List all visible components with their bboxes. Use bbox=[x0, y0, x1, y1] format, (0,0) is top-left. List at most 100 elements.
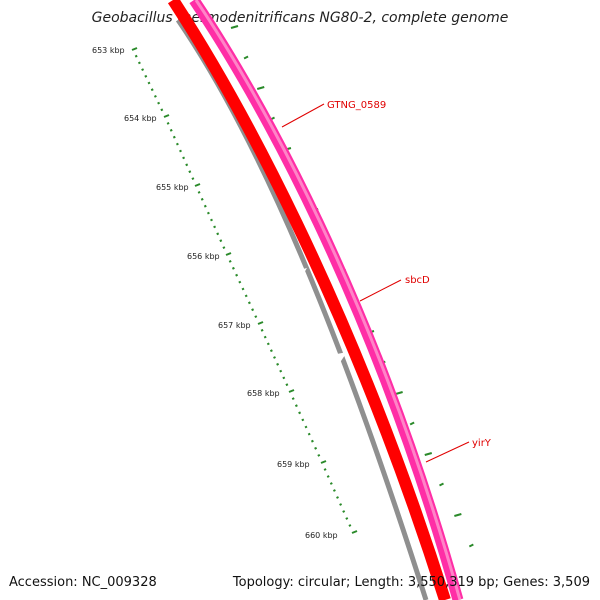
kbp-minor-tick bbox=[291, 397, 295, 400]
kbp-minor-tick bbox=[206, 211, 210, 215]
kbp-minor-tick bbox=[348, 524, 352, 527]
gene-red-track bbox=[167, 0, 451, 600]
kbp-minor-tick bbox=[307, 432, 311, 436]
kbp-minor-tick bbox=[244, 294, 248, 298]
kbp-minor-tick bbox=[247, 301, 251, 305]
outer-tick bbox=[409, 421, 415, 426]
kbp-minor-tick bbox=[188, 170, 192, 174]
kbp-minor-tick bbox=[141, 68, 145, 71]
kbp-minor-tick bbox=[342, 510, 346, 513]
kbp-minor-tick bbox=[231, 266, 235, 270]
kbp-major-tick bbox=[320, 460, 327, 464]
genome-backbone-line bbox=[175, 18, 429, 600]
kbp-minor-tick bbox=[172, 135, 176, 139]
outer-tick bbox=[230, 25, 239, 29]
kbp-minor-tick bbox=[301, 418, 305, 422]
kbp-label: 656 kbp bbox=[187, 252, 220, 261]
kbp-minor-tick bbox=[254, 315, 258, 318]
kbp-minor-tick bbox=[263, 335, 267, 339]
kbp-minor-tick bbox=[200, 197, 204, 201]
outer-tick bbox=[395, 391, 403, 395]
kbp-major-tick bbox=[257, 321, 264, 325]
kbp-minor-tick bbox=[336, 496, 339, 499]
kbp-minor-tick bbox=[137, 61, 141, 65]
kbp-label: 659 kbp bbox=[277, 460, 310, 469]
kbp-minor-tick bbox=[235, 273, 239, 277]
kbp-minor-tick bbox=[169, 128, 173, 132]
outer-tick bbox=[468, 543, 474, 548]
gene-label-yiry: yirY bbox=[472, 438, 492, 449]
outer-tick bbox=[256, 86, 265, 90]
kbp-minor-tick bbox=[276, 362, 280, 366]
kbp-major-tick bbox=[351, 530, 358, 534]
kbp-minor-tick bbox=[175, 142, 179, 146]
kbp-minor-tick bbox=[329, 482, 333, 485]
kbp-minor-tick bbox=[185, 163, 189, 167]
kbp-minor-tick bbox=[150, 88, 154, 92]
kbp-major-tick bbox=[163, 114, 170, 118]
kbp-minor-tick bbox=[213, 225, 217, 229]
kbp-minor-tick bbox=[241, 287, 245, 291]
kbp-minor-tick bbox=[160, 108, 164, 112]
kbp-minor-tick bbox=[310, 439, 314, 443]
kbp-minor-tick bbox=[326, 475, 330, 478]
kbp-minor-tick bbox=[266, 342, 270, 346]
kbp-label: 658 kbp bbox=[247, 389, 280, 398]
kbp-minor-tick bbox=[332, 489, 336, 492]
kbp-minor-tick bbox=[210, 218, 213, 222]
gene-label-line-gtng-0589 bbox=[281, 103, 325, 128]
kbp-label: 654 kbp bbox=[124, 114, 157, 123]
kbp-label: 653 kbp bbox=[92, 46, 125, 55]
kbp-major-tick bbox=[194, 183, 201, 187]
kbp-minor-tick bbox=[166, 122, 170, 125]
kbp-major-tick bbox=[225, 252, 232, 256]
gene-pink-track bbox=[189, 0, 464, 600]
kbp-minor-tick bbox=[285, 383, 289, 387]
kbp-minor-tick bbox=[298, 411, 302, 415]
kbp-minor-tick bbox=[323, 468, 327, 471]
kbp-minor-tick bbox=[153, 95, 157, 98]
kbp-minor-tick bbox=[179, 149, 182, 153]
kbp-minor-tick bbox=[282, 376, 286, 380]
gene-boundary-marker bbox=[332, 352, 347, 364]
genome-summary-text: Topology: circular; Length: 3,550,319 bp… bbox=[232, 575, 590, 590]
kbp-minor-tick bbox=[269, 349, 273, 353]
kbp-label: 657 kbp bbox=[218, 321, 251, 330]
kbp-minor-tick bbox=[294, 404, 298, 408]
accession-text: Accession: NC_009328 bbox=[9, 575, 157, 590]
kbp-minor-tick bbox=[197, 191, 201, 194]
kbp-minor-tick bbox=[203, 204, 207, 208]
kbp-minor-tick bbox=[144, 74, 148, 78]
kbp-minor-tick bbox=[345, 517, 349, 520]
kbp-minor-tick bbox=[157, 101, 161, 105]
kbp-minor-tick bbox=[134, 54, 138, 58]
kbp-label: 655 kbp bbox=[156, 183, 189, 192]
outer-tick bbox=[424, 452, 433, 456]
kbp-scale: 653 kbp 654 kbp 655 kbp 656 kbp 657 kbp 658 k… bbox=[92, 46, 358, 540]
kbp-minor-tick bbox=[147, 81, 151, 85]
kbp-major-tick bbox=[288, 389, 295, 393]
kbp-minor-tick bbox=[304, 425, 308, 429]
kbp-minor-tick bbox=[260, 328, 264, 332]
kbp-minor-tick bbox=[191, 177, 195, 180]
outer-tick bbox=[454, 513, 462, 517]
kbp-minor-tick bbox=[317, 454, 321, 457]
kbp-minor-tick bbox=[273, 356, 276, 359]
gene-label-gtng-0589: GTNG_0589 bbox=[327, 100, 386, 111]
kbp-major-tick bbox=[131, 47, 138, 51]
kbp-minor-tick bbox=[314, 446, 318, 450]
outer-tick bbox=[243, 55, 249, 60]
kbp-minor-tick bbox=[222, 246, 226, 249]
genome-title: Geobacillus thermodenitrificans NG80-2, … bbox=[91, 10, 509, 26]
gene-pink-highlight bbox=[194, 0, 462, 600]
kbp-minor-tick bbox=[228, 260, 232, 263]
gene-label-sbcd: sbcD bbox=[405, 275, 430, 286]
kbp-minor-tick bbox=[182, 156, 186, 160]
gene-label-line-sbcd bbox=[359, 279, 402, 302]
kbp-minor-tick bbox=[219, 239, 223, 243]
outer-tick bbox=[439, 482, 444, 487]
kbp-minor-tick bbox=[238, 280, 242, 284]
gene-boundary-marker bbox=[292, 268, 307, 281]
